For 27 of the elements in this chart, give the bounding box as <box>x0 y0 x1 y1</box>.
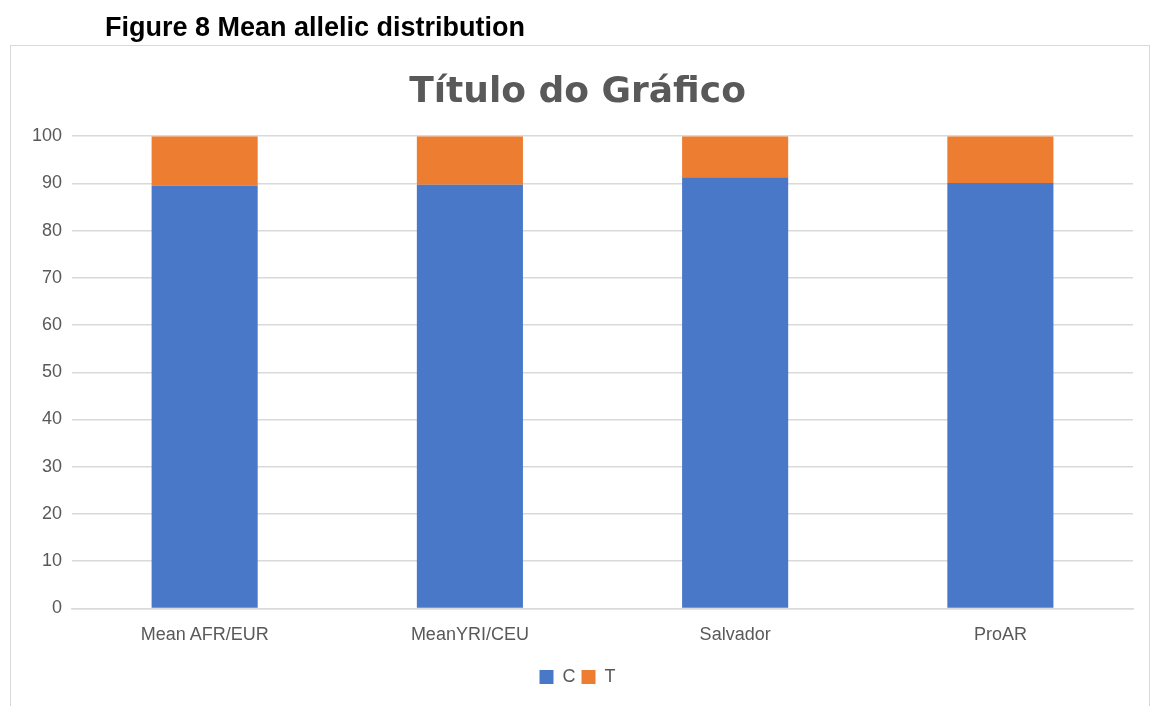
bar <box>416 184 523 608</box>
bar <box>682 136 789 178</box>
y-tick-label: 20 <box>42 502 63 523</box>
bar <box>947 136 1054 183</box>
legend-label: T <box>604 665 616 686</box>
caption: Figure 8 Mean allelic distribution <box>105 12 526 43</box>
y-tick-label: 100 <box>31 125 63 146</box>
bar <box>947 182 1054 608</box>
y-tick-label: 70 <box>42 266 63 287</box>
y-tick-label: 10 <box>42 550 63 571</box>
y-tick-label: 0 <box>52 597 63 618</box>
y-tick-label: 90 <box>42 172 63 193</box>
y-tick-label: 30 <box>42 455 63 476</box>
chart-title: Título do Gráfico <box>409 68 746 110</box>
bar <box>416 136 523 185</box>
x-tick-label: ProAR <box>973 624 1027 645</box>
x-tick-label: MeanYRI/CEU <box>410 624 529 645</box>
bar <box>151 185 258 608</box>
legend-label: C <box>562 665 576 686</box>
y-tick-label: 80 <box>42 219 63 240</box>
y-tick-label: 60 <box>42 314 63 335</box>
x-tick-label: Mean AFR/EUR <box>140 624 269 645</box>
bar <box>682 177 789 608</box>
y-tick-label: 50 <box>42 361 63 382</box>
y-tick-label: 40 <box>42 408 63 429</box>
bar <box>151 136 258 186</box>
x-tick-label: Salvador <box>699 624 771 645</box>
